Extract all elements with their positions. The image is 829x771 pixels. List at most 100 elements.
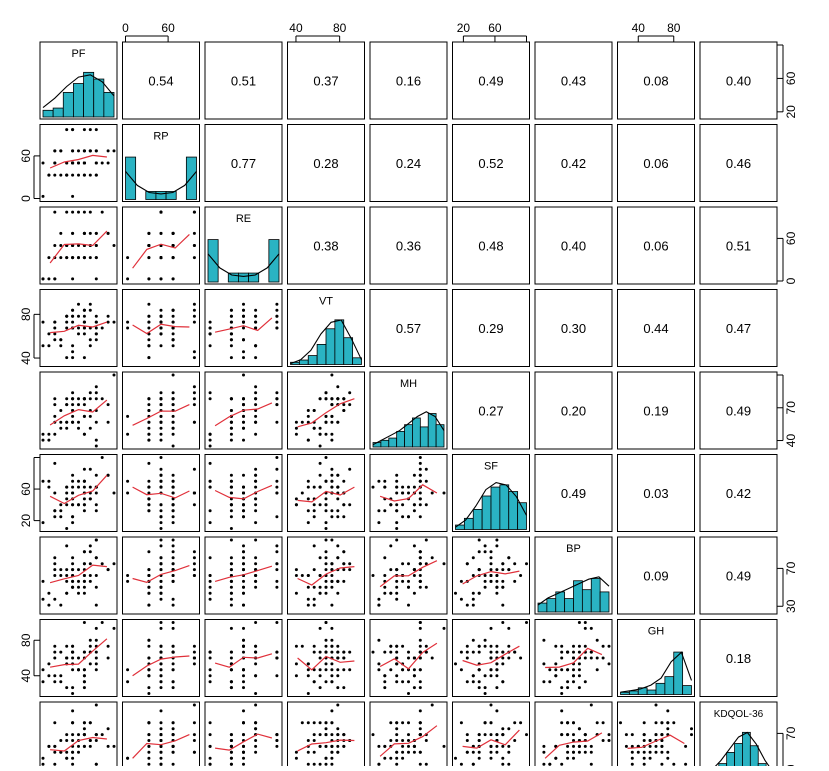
scatter-point xyxy=(41,756,45,760)
correlation-label: 0.51 xyxy=(231,74,256,89)
scatter-point xyxy=(171,574,175,577)
scatter-point xyxy=(312,409,316,412)
scatter-point xyxy=(254,585,258,589)
scatter-point xyxy=(229,356,233,360)
scatter-point xyxy=(159,733,163,737)
scatter-point xyxy=(242,603,245,607)
scatter-point xyxy=(513,739,517,742)
scatter-point xyxy=(53,332,57,336)
scatter-point xyxy=(208,509,212,513)
scatter-point xyxy=(312,515,316,519)
scatter-point xyxy=(407,750,410,754)
scatter-point xyxy=(407,485,410,489)
smooth-line xyxy=(462,570,520,585)
scatter-point xyxy=(483,644,487,648)
scatter-point xyxy=(336,668,340,672)
scatter-point xyxy=(88,391,92,395)
scatter-point xyxy=(208,597,212,601)
smooth-line xyxy=(462,645,520,666)
scatter-point xyxy=(389,756,393,760)
scatter-point xyxy=(106,568,110,572)
scatter-point xyxy=(324,432,328,436)
histogram-bar xyxy=(726,752,735,771)
scatter-point xyxy=(589,762,593,766)
scatter-point xyxy=(192,391,196,395)
scatter-point xyxy=(430,556,434,560)
right-tick-label: 30 xyxy=(784,599,798,613)
scatter-point xyxy=(395,733,399,737)
scatter-point xyxy=(348,467,352,471)
scatter-point xyxy=(477,668,481,672)
scatter-point xyxy=(275,320,279,324)
scatter-point xyxy=(94,491,98,495)
scatter-point xyxy=(229,744,233,748)
panel-border xyxy=(534,206,613,285)
scatter-point xyxy=(159,709,163,713)
scatter-point xyxy=(330,756,334,760)
scatter-point xyxy=(94,391,98,395)
scatter-point xyxy=(401,644,405,648)
scatter-point xyxy=(401,756,405,760)
scatter-point xyxy=(159,686,163,690)
scatter-point xyxy=(254,473,258,477)
scatter-point xyxy=(126,326,130,330)
scatter-point xyxy=(59,420,63,424)
scatter-point xyxy=(389,644,393,648)
scatter-point xyxy=(254,750,258,754)
scatter-point xyxy=(548,762,552,766)
scatter-point xyxy=(65,644,69,648)
panel-border xyxy=(287,124,365,202)
scatter-point xyxy=(324,391,328,395)
scatter-point xyxy=(418,680,422,684)
scatter-point xyxy=(566,756,570,760)
scatter-point xyxy=(418,491,422,495)
scatter-point xyxy=(583,733,587,737)
right-tick-label: 20 xyxy=(784,105,798,119)
scatter-point xyxy=(636,750,640,754)
scatter-point xyxy=(377,603,381,607)
histogram-bar xyxy=(481,495,492,530)
scatter-point xyxy=(242,562,245,566)
scatter-point xyxy=(229,591,233,595)
scatter-point xyxy=(88,308,92,312)
scatter-point xyxy=(71,128,75,132)
scatter-point xyxy=(577,644,581,648)
scatter-point xyxy=(275,397,279,401)
scatter-point xyxy=(306,597,310,601)
scatter-point xyxy=(507,644,511,648)
scatter-point xyxy=(430,491,434,495)
scatter-point xyxy=(401,491,405,495)
scatter-point xyxy=(312,721,316,725)
scatter-point xyxy=(171,509,175,513)
scatter-point xyxy=(275,562,279,566)
scatter-point xyxy=(242,686,245,690)
scatter-point xyxy=(324,509,328,513)
scatter-point xyxy=(242,579,245,583)
scatter-point xyxy=(501,568,505,572)
scatter-point xyxy=(342,409,346,412)
scatter-point xyxy=(94,538,98,542)
scatter-point xyxy=(208,391,212,395)
scatter-point xyxy=(501,680,505,684)
scatter-point xyxy=(312,585,316,589)
scatter-point xyxy=(41,597,45,601)
scatter-point xyxy=(82,210,86,214)
scatter-point xyxy=(71,515,75,519)
scatter-point xyxy=(71,473,75,477)
scatter-point xyxy=(77,332,80,336)
correlation-label: 0.09 xyxy=(643,569,668,584)
scatter-point xyxy=(471,674,475,678)
scatter-point xyxy=(88,497,92,501)
scatter-point xyxy=(648,744,652,748)
panel-border xyxy=(39,371,118,450)
scatter-point xyxy=(254,420,258,424)
scatter-point xyxy=(330,420,334,424)
scatter-point xyxy=(312,650,316,654)
scatter-point xyxy=(324,568,328,572)
scatter-point xyxy=(666,750,670,754)
scatter-point xyxy=(47,485,51,489)
scatter-point xyxy=(229,485,233,489)
scatter-point xyxy=(324,521,328,525)
scatter-point xyxy=(82,320,86,324)
correlation-label: 0.49 xyxy=(726,569,751,584)
